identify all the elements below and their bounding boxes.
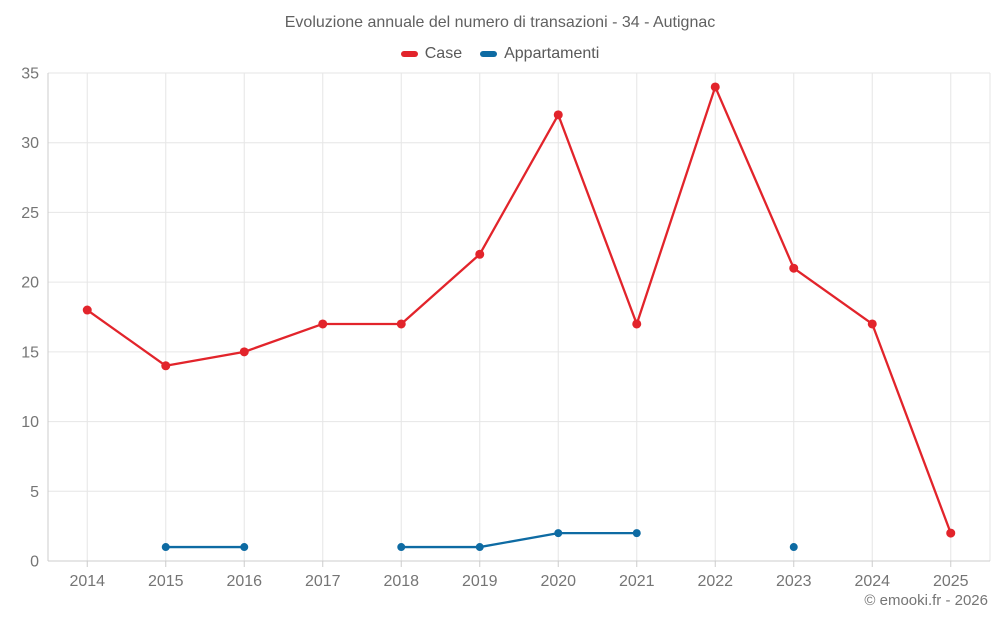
data-point-case-2015[interactable] bbox=[161, 361, 171, 371]
data-point-case-2020[interactable] bbox=[553, 110, 563, 120]
y-tick-label: 30 bbox=[21, 135, 39, 152]
x-tick-label: 2020 bbox=[540, 573, 576, 590]
data-point-case-2014[interactable] bbox=[82, 305, 92, 315]
data-point-case-2017[interactable] bbox=[318, 319, 328, 329]
data-point-case-2025[interactable] bbox=[946, 528, 956, 538]
legend-swatch-appartamenti bbox=[480, 51, 498, 57]
y-tick-label: 15 bbox=[21, 344, 39, 361]
legend: Case Appartamenti bbox=[0, 45, 1000, 63]
data-point-appartamenti-2015[interactable] bbox=[161, 543, 170, 552]
series-line-case bbox=[86, 85, 952, 535]
data-point-case-2024[interactable] bbox=[867, 319, 877, 329]
data-point-appartamenti-2018[interactable] bbox=[397, 543, 406, 552]
x-tick-label: 2018 bbox=[383, 573, 419, 590]
data-point-appartamenti-2019[interactable] bbox=[475, 543, 484, 552]
x-tick-label: 2021 bbox=[619, 573, 655, 590]
x-tick-label: 2022 bbox=[697, 573, 733, 590]
data-point-appartamenti-2020[interactable] bbox=[554, 529, 563, 538]
x-tick-label: 2016 bbox=[226, 573, 262, 590]
legend-item-case[interactable]: Case bbox=[400, 45, 463, 63]
x-tick-label: 2014 bbox=[69, 573, 105, 590]
x-tick-label: 2023 bbox=[776, 573, 812, 590]
chart-title: Evoluzione annuale del numero di transaz… bbox=[284, 14, 716, 31]
y-tick-label: 35 bbox=[21, 66, 39, 83]
x-tick-label: 2017 bbox=[305, 573, 341, 590]
legend-item-appartamenti[interactable]: Appartamenti bbox=[480, 45, 599, 63]
x-tick-label: 2019 bbox=[462, 573, 498, 590]
y-tick-label: 5 bbox=[30, 484, 39, 501]
data-point-case-2019[interactable] bbox=[475, 249, 485, 259]
data-point-case-2016[interactable] bbox=[239, 347, 249, 357]
data-point-case-2021[interactable] bbox=[632, 319, 642, 329]
data-point-case-2018[interactable] bbox=[396, 319, 406, 329]
legend-label: Case bbox=[424, 45, 463, 62]
y-tick-label: 10 bbox=[21, 414, 39, 431]
y-tick-label: 20 bbox=[21, 275, 39, 292]
data-point-appartamenti-2023[interactable] bbox=[789, 543, 798, 552]
x-tick-label: 2015 bbox=[148, 573, 184, 590]
series-line-appartamenti bbox=[400, 531, 638, 549]
x-tick-label: 2024 bbox=[854, 573, 890, 590]
copyright-credit: © emooki.fr - 2026 bbox=[864, 592, 988, 609]
data-point-appartamenti-2021[interactable] bbox=[632, 529, 641, 538]
x-tick-label: 2025 bbox=[933, 573, 969, 590]
data-point-appartamenti-2016[interactable] bbox=[240, 543, 249, 552]
legend-swatch-case bbox=[400, 51, 418, 57]
y-tick-label: 0 bbox=[30, 554, 39, 571]
data-point-case-2022[interactable] bbox=[710, 82, 720, 92]
data-point-case-2023[interactable] bbox=[789, 263, 799, 273]
y-tick-label: 25 bbox=[21, 205, 39, 222]
legend-label: Appartamenti bbox=[504, 45, 600, 62]
